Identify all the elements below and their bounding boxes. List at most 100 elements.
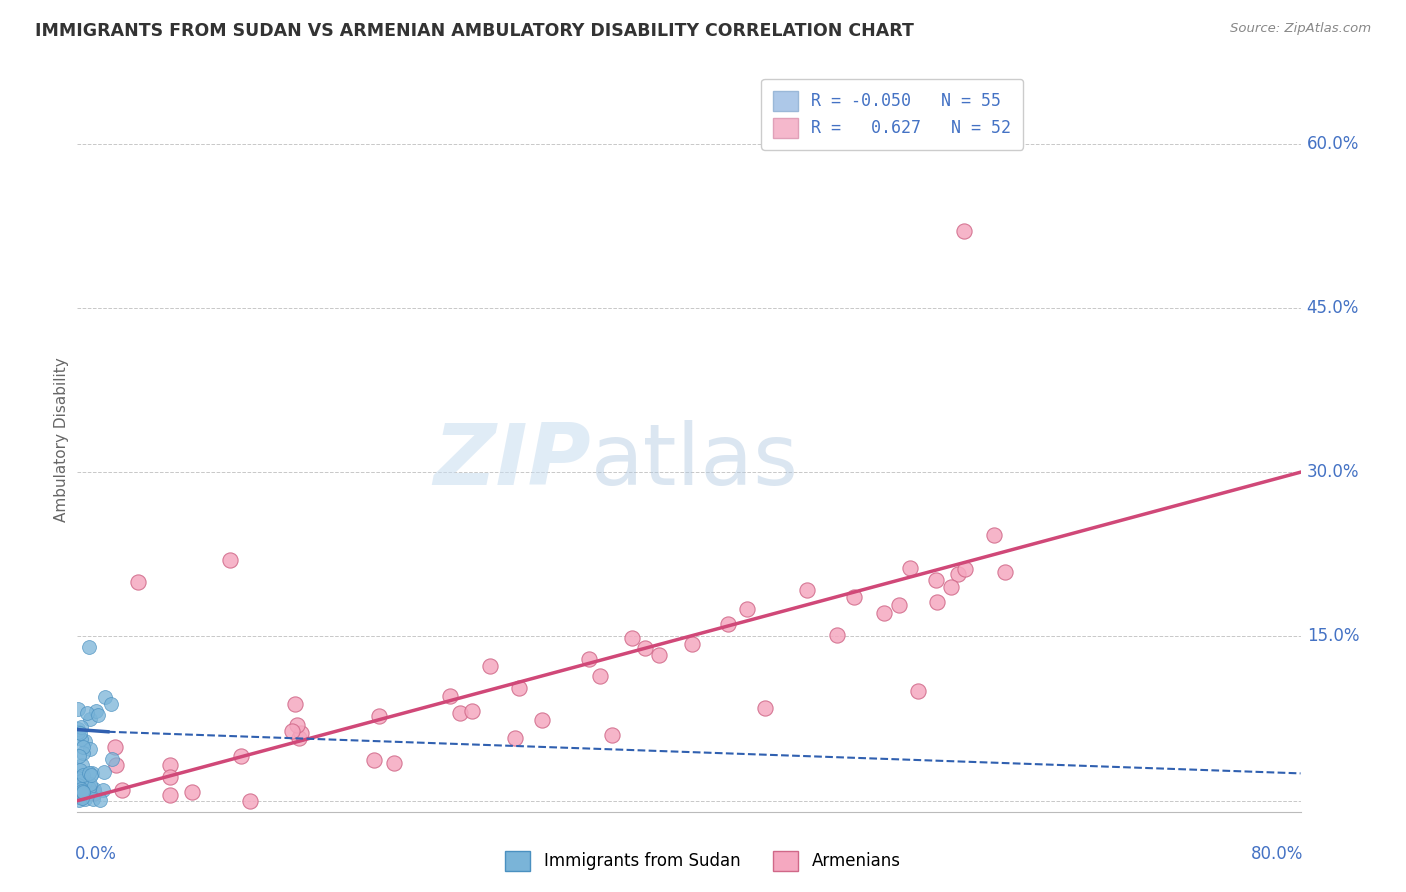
Point [363, 753, 385, 767]
Point [898, 560, 921, 574]
Point [648, 648, 671, 662]
Point [69, 763, 91, 777]
Point [66, 771, 89, 785]
Y-axis label: Ambulatory Disability: Ambulatory Disability [53, 357, 69, 522]
Point [79, 741, 101, 756]
Point [503, 731, 526, 746]
Point [73, 789, 96, 803]
Point [953, 562, 976, 576]
Point [70, 781, 93, 796]
Point [77, 781, 100, 796]
Point [72, 740, 94, 755]
Point [72, 747, 94, 761]
Text: atlas: atlas [591, 420, 799, 503]
Point [66, 722, 89, 736]
Point [72, 786, 94, 800]
Point [73, 734, 96, 748]
Point [219, 553, 242, 567]
Point [887, 598, 910, 612]
Point [100, 698, 122, 712]
Legend: Immigrants from Sudan, Armenians: Immigrants from Sudan, Armenians [496, 842, 910, 880]
Point [180, 785, 202, 799]
Point [69, 720, 91, 734]
Point [530, 713, 553, 727]
Point [290, 726, 312, 740]
Point [91, 783, 114, 797]
Point [111, 783, 134, 797]
Point [873, 606, 896, 620]
Point [825, 628, 848, 642]
Point [994, 565, 1017, 579]
Point [159, 788, 181, 802]
Point [925, 595, 948, 609]
Point [70, 773, 93, 788]
Point [578, 652, 600, 666]
Point [72, 770, 94, 784]
Point [69, 726, 91, 740]
Point [79, 765, 101, 780]
Point [589, 669, 612, 683]
Point [948, 566, 970, 581]
Text: IMMIGRANTS FROM SUDAN VS ARMENIAN AMBULATORY DISABILITY CORRELATION CHART: IMMIGRANTS FROM SUDAN VS ARMENIAN AMBULA… [35, 22, 914, 40]
Point [681, 637, 703, 651]
Point [602, 728, 624, 742]
Point [461, 704, 484, 718]
Point [66, 790, 89, 805]
Point [104, 758, 127, 772]
Point [634, 641, 657, 656]
Point [89, 793, 111, 807]
Point [239, 794, 262, 808]
Point [127, 574, 149, 589]
Point [104, 740, 127, 755]
Point [285, 718, 308, 732]
Point [79, 712, 101, 726]
Point [717, 617, 740, 632]
Point [70, 784, 93, 798]
Point [66, 778, 89, 792]
Point [439, 689, 461, 703]
Point [620, 631, 643, 645]
Point [69, 784, 91, 798]
Point [231, 748, 253, 763]
Point [94, 690, 117, 704]
Point [80, 766, 103, 780]
Point [73, 792, 96, 806]
Point [508, 681, 530, 695]
Point [983, 528, 1005, 542]
Point [939, 580, 962, 594]
Point [367, 708, 389, 723]
Point [384, 756, 406, 771]
Point [159, 758, 181, 772]
Point [288, 731, 311, 745]
Point [925, 574, 948, 588]
Point [281, 723, 304, 738]
Point [69, 731, 91, 746]
Point [67, 725, 90, 739]
Text: 0.0%: 0.0% [75, 846, 117, 863]
Text: 30.0%: 30.0% [1306, 463, 1360, 481]
Point [283, 698, 305, 712]
Text: Source: ZipAtlas.com: Source: ZipAtlas.com [1230, 22, 1371, 36]
Point [72, 786, 94, 800]
Point [93, 764, 115, 779]
Point [159, 770, 181, 784]
Point [77, 640, 100, 655]
Point [84, 704, 107, 718]
Point [67, 772, 90, 786]
Point [70, 758, 93, 772]
Point [75, 775, 97, 789]
Legend: R = -0.050   N = 55, R =   0.627   N = 52: R = -0.050 N = 55, R = 0.627 N = 52 [762, 79, 1024, 150]
Text: 15.0%: 15.0% [1306, 627, 1360, 646]
Point [735, 602, 758, 616]
Point [67, 793, 90, 807]
Point [66, 702, 89, 716]
Point [70, 790, 93, 805]
Point [76, 706, 98, 720]
Point [83, 786, 105, 800]
Point [82, 792, 104, 806]
Text: 80.0%: 80.0% [1250, 846, 1303, 863]
Text: ZIP: ZIP [433, 420, 591, 503]
Point [953, 224, 976, 238]
Point [449, 706, 471, 720]
Point [478, 659, 501, 673]
